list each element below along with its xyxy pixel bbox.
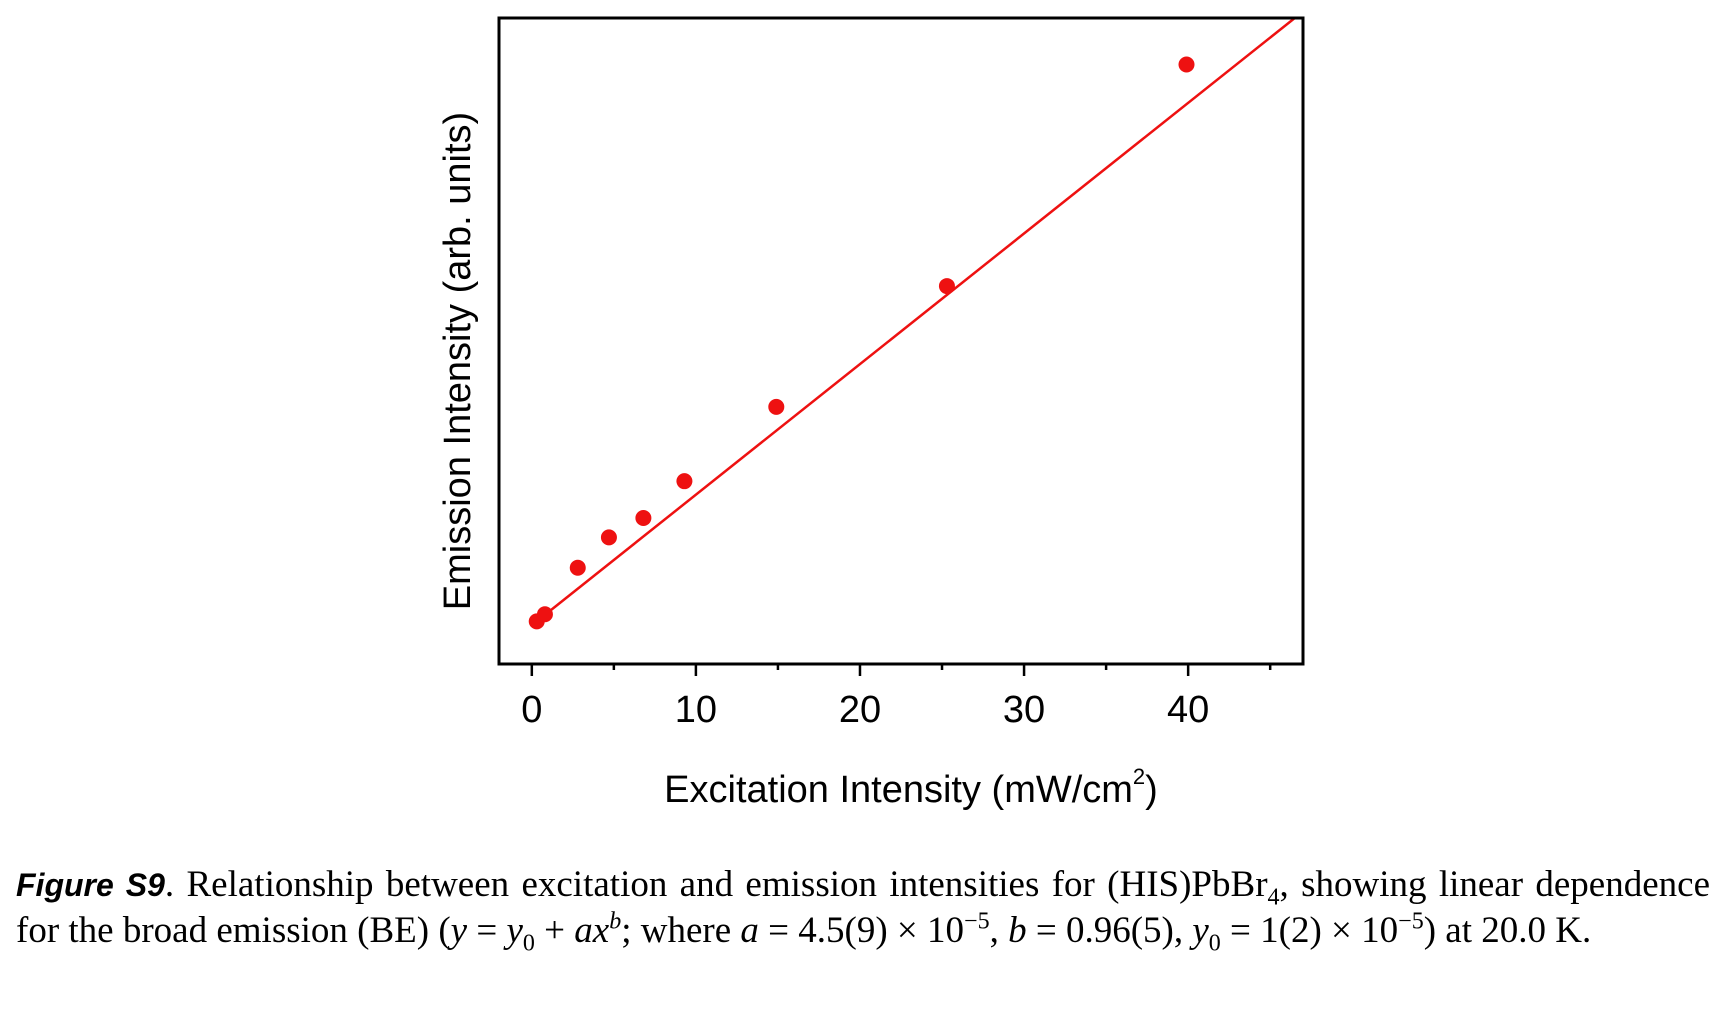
caption-subscript: 0 xyxy=(522,930,535,957)
y-axis-label: Emission Intensity (arb. units) xyxy=(437,112,479,610)
data-point xyxy=(600,529,617,546)
caption-var: y xyxy=(506,910,523,951)
data-point xyxy=(768,398,785,415)
caption-text: , xyxy=(989,910,1009,951)
data-point xyxy=(938,278,955,295)
chart: 0 10 20 30 40 Excitation Intensity (mW/cm2) … xyxy=(437,16,1305,811)
x-tick-label: 40 xyxy=(1167,689,1209,731)
data-point xyxy=(569,559,586,576)
figure-label: Figure S9 xyxy=(16,867,165,903)
caption-var: b xyxy=(1008,910,1027,951)
caption-text: . Relationship between excitation and em… xyxy=(164,864,1268,905)
x-axis-label: Excitation Intensity (mW/cm2) xyxy=(664,764,1158,811)
points-layer xyxy=(528,56,1195,630)
data-point xyxy=(676,473,693,490)
plot-frame xyxy=(497,16,1305,666)
caption-var: y xyxy=(450,910,468,951)
data-point xyxy=(536,606,553,623)
x-tick-label: 30 xyxy=(1003,689,1045,731)
caption-superscript: −5 xyxy=(964,908,990,935)
figure-caption: Figure S9. Relationship between excitati… xyxy=(16,862,1710,957)
caption-superscript: b xyxy=(609,909,621,935)
data-point xyxy=(635,510,652,527)
caption-subscript: 4 xyxy=(1267,884,1280,911)
caption-text: ; where xyxy=(621,910,741,951)
caption-var: b xyxy=(609,908,622,935)
fit-layer xyxy=(535,18,1296,623)
caption-subscript: 0 xyxy=(1208,930,1221,957)
x-tick-label: 0 xyxy=(521,689,542,731)
caption-text: = 1(2) × 10 xyxy=(1220,910,1399,951)
x-axis-label-sup: 2 xyxy=(1133,764,1145,789)
caption-text: ) at 20.0 K. xyxy=(1423,910,1592,951)
x-ticks xyxy=(530,664,1272,676)
x-tick-labels: 0 10 20 30 40 xyxy=(521,689,1209,731)
caption-var: ax xyxy=(574,910,610,951)
x-tick-label: 10 xyxy=(675,689,717,731)
x-axis-label-close: ) xyxy=(1145,769,1158,811)
caption-text: = 0.96(5), xyxy=(1026,910,1193,951)
fit-line xyxy=(535,18,1296,623)
caption-var: y xyxy=(1192,910,1209,951)
caption-superscript: −5 xyxy=(1398,908,1424,935)
data-point xyxy=(1178,56,1195,73)
x-axis-label-main: Excitation Intensity (mW/cm xyxy=(664,769,1133,811)
caption-text: + xyxy=(534,910,575,951)
caption-var: a xyxy=(740,910,759,951)
caption-text: = 4.5(9) × 10 xyxy=(758,910,965,951)
caption-text: , showing linear dependence for the broa… xyxy=(16,864,1710,951)
x-tick-label: 20 xyxy=(839,689,881,731)
caption-text: = xyxy=(467,910,507,951)
